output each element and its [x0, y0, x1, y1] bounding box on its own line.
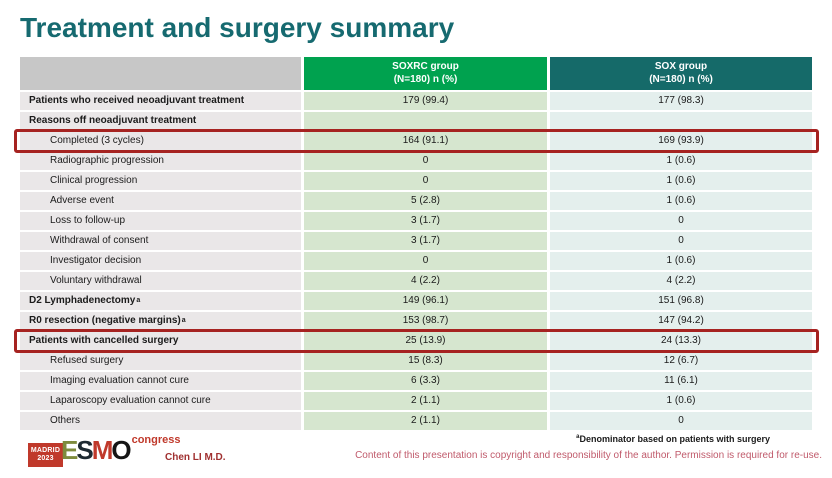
table-row: R0 resection (negative margins) a 153 (98.…: [20, 312, 812, 330]
row-label: Investigator decision: [20, 252, 301, 270]
table-row: Refused surgery 15 (8.3) 12 (6.7): [20, 352, 812, 370]
soxrc-value: 3 (1.7): [304, 212, 547, 230]
copyright-notice: Content of this presentation is copyrigh…: [355, 450, 822, 461]
row-label: D2 Lymphadenectomy a: [20, 292, 301, 310]
sox-value: [550, 112, 812, 130]
esmo-letter-m: M: [91, 435, 114, 465]
header-sox-label: SOX group: [654, 61, 708, 72]
soxrc-value: 2 (1.1): [304, 392, 547, 410]
sox-value: 1 (0.6): [550, 152, 812, 170]
soxrc-value: 149 (96.1): [304, 292, 547, 310]
row-label: Imaging evaluation cannot cure: [20, 372, 301, 390]
row-label: Patients who received neoadjuvant treatm…: [20, 92, 301, 110]
table-row: Patients who received neoadjuvant treatm…: [20, 92, 812, 110]
table-body: Patients who received neoadjuvant treatm…: [14, 92, 819, 430]
soxrc-value: 164 (91.1): [304, 132, 547, 150]
row-label: Clinical progression: [20, 172, 301, 190]
soxrc-value: 3 (1.7): [304, 232, 547, 250]
sox-value: 177 (98.3): [550, 92, 812, 110]
sox-value: 1 (0.6): [550, 392, 812, 410]
soxrc-value: 0: [304, 252, 547, 270]
sox-value: 12 (6.7): [550, 352, 812, 370]
sox-value: 1 (0.6): [550, 252, 812, 270]
row-label: Patients with cancelled surgery: [20, 332, 301, 350]
header-sox-group: SOX group (N=180) n (%): [550, 57, 812, 90]
sox-value: 0: [550, 412, 812, 430]
table-row: Radiographic progression 0 1 (0.6): [20, 152, 812, 170]
soxrc-value: 153 (98.7): [304, 312, 547, 330]
soxrc-value: 0: [304, 172, 547, 190]
row-label: Refused surgery: [20, 352, 301, 370]
row-label: R0 resection (negative margins) a: [20, 312, 301, 330]
sox-value: 1 (0.6): [550, 172, 812, 190]
sox-value: 147 (94.2): [550, 312, 812, 330]
table-row: Imaging evaluation cannot cure 6 (3.3) 11 …: [20, 372, 812, 390]
soxrc-value: 6 (3.3): [304, 372, 547, 390]
table-row: Reasons off neoadjuvant treatment: [20, 112, 812, 130]
table-row: Laparoscopy evaluation cannot cure 2 (1.1…: [20, 392, 812, 410]
sox-value: 0: [550, 232, 812, 250]
logo-city: MADRID: [30, 447, 61, 455]
table-row: Voluntary withdrawal 4 (2.2) 4 (2.2): [20, 272, 812, 290]
madrid-2023-badge: MADRID 2023: [28, 443, 63, 467]
esmo-letter-o: O: [111, 435, 131, 465]
summary-table: SOXRC group (N=180) n (%) SOX group (N=1…: [14, 57, 819, 432]
table-row: Completed (3 cycles) 164 (91.1) 169 (93.9): [14, 129, 819, 153]
soxrc-value: 25 (13.9): [304, 332, 547, 350]
row-label: Laparoscopy evaluation cannot cure: [20, 392, 301, 410]
header-soxrc-sublabel: (N=180) n (%): [393, 73, 458, 85]
sox-value: 24 (13.3): [550, 332, 812, 350]
row-label: Voluntary withdrawal: [20, 272, 301, 290]
header-soxrc-label: SOXRC group: [392, 61, 459, 72]
row-label: Others: [20, 412, 301, 430]
soxrc-value: 0: [304, 152, 547, 170]
author-credit: Chen LI M.D.: [165, 452, 226, 463]
page-title: Treatment and surgery summary: [20, 12, 455, 43]
table-row: D2 Lymphadenectomy a 149 (96.1) 151 (96.8): [20, 292, 812, 310]
esmo-wordmark: E S M O congress: [61, 434, 181, 465]
table-row: Adverse event 5 (2.8) 1 (0.6): [20, 192, 812, 210]
esmo-letter-e: E: [61, 435, 78, 465]
soxrc-value: 4 (2.2): [304, 272, 547, 290]
footnote-superscript: a: [576, 434, 580, 440]
soxrc-value: 15 (8.3): [304, 352, 547, 370]
sox-value: 11 (6.1): [550, 372, 812, 390]
header-empty-cell: [20, 57, 301, 90]
row-label: Radiographic progression: [20, 152, 301, 170]
sox-value: 151 (96.8): [550, 292, 812, 310]
row-label: Completed (3 cycles): [20, 132, 301, 150]
row-label: Adverse event: [20, 192, 301, 210]
table-row: Withdrawal of consent 3 (1.7) 0: [20, 232, 812, 250]
table-row: Investigator decision 0 1 (0.6): [20, 252, 812, 270]
row-label: Reasons off neoadjuvant treatment: [20, 112, 301, 130]
sox-value: 4 (2.2): [550, 272, 812, 290]
sox-value: 0: [550, 212, 812, 230]
table-row: Loss to follow-up 3 (1.7) 0: [20, 212, 812, 230]
table-row: Others 2 (1.1) 0: [20, 412, 812, 430]
congress-label: congress: [131, 434, 181, 446]
soxrc-value: 179 (99.4): [304, 92, 547, 110]
esmo-congress-logo: MADRID 2023 E S M O congress: [28, 434, 181, 467]
table-footnote: aDenominator based on patients with surg…: [576, 434, 770, 444]
soxrc-value: 2 (1.1): [304, 412, 547, 430]
sox-value: 169 (93.9): [550, 132, 812, 150]
table-row: Clinical progression 0 1 (0.6): [20, 172, 812, 190]
soxrc-value: [304, 112, 547, 130]
logo-year: 2023: [37, 455, 54, 462]
footnote-text: Denominator based on patients with surge…: [579, 434, 770, 444]
header-soxrc-group: SOXRC group (N=180) n (%): [304, 57, 547, 90]
esmo-letter-s: S: [76, 435, 93, 465]
table-row: Patients with cancelled surgery 25 (13.9)…: [14, 329, 819, 353]
row-label: Withdrawal of consent: [20, 232, 301, 250]
header-sox-sublabel: (N=180) n (%): [649, 73, 713, 85]
soxrc-value: 5 (2.8): [304, 192, 547, 210]
table-header-row: SOXRC group (N=180) n (%) SOX group (N=1…: [20, 57, 812, 90]
sox-value: 1 (0.6): [550, 192, 812, 210]
row-label: Loss to follow-up: [20, 212, 301, 230]
